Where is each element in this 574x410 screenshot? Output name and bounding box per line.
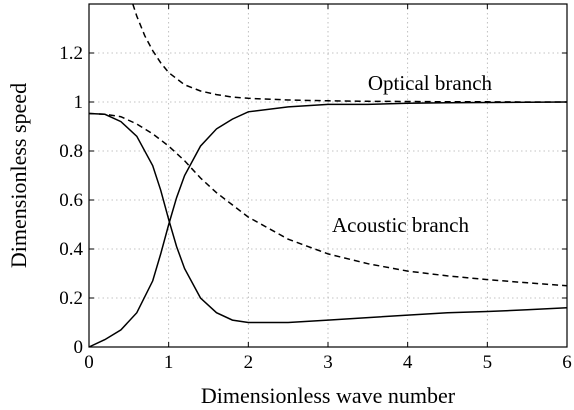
series-line-3 [88, 112, 568, 287]
series-line-2 [88, 101, 568, 348]
annotations: Optical branch Acoustic branch [332, 71, 493, 237]
x-axis-label: Dimensionless wave number [201, 383, 456, 408]
y-tick-label: 1.2 [59, 43, 83, 64]
y-tick-label: 0.2 [59, 288, 83, 309]
y-axis-label: Dimensionless speed [6, 83, 31, 268]
x-tick-label: 5 [483, 352, 493, 373]
y-tick-label: 0.4 [59, 239, 83, 260]
y-tick-label: 1 [74, 92, 84, 113]
series-line-4 [132, 3, 567, 103]
x-tick-label: 2 [244, 352, 254, 373]
series-layer [88, 3, 568, 348]
x-tick-label: 0 [84, 352, 94, 373]
x-tick-label: 4 [403, 352, 413, 373]
y-tick-label: 0.6 [59, 190, 83, 211]
x-tick-label: 6 [562, 352, 572, 373]
y-tick-label: 0 [74, 337, 84, 358]
annotation-label: Acoustic branch [332, 213, 470, 237]
annotation-label: Optical branch [368, 71, 493, 95]
tick-labels: 0 1 2 3 4 5 6 0 0.2 0.4 0.6 0.8 1 1.2 [59, 43, 572, 373]
grid [89, 4, 567, 347]
series-line-1 [88, 112, 568, 324]
axis-ticks [88, 4, 568, 348]
y-tick-label: 0.8 [59, 141, 83, 162]
x-tick-label: 1 [164, 352, 174, 373]
x-tick-label: 3 [323, 352, 333, 373]
